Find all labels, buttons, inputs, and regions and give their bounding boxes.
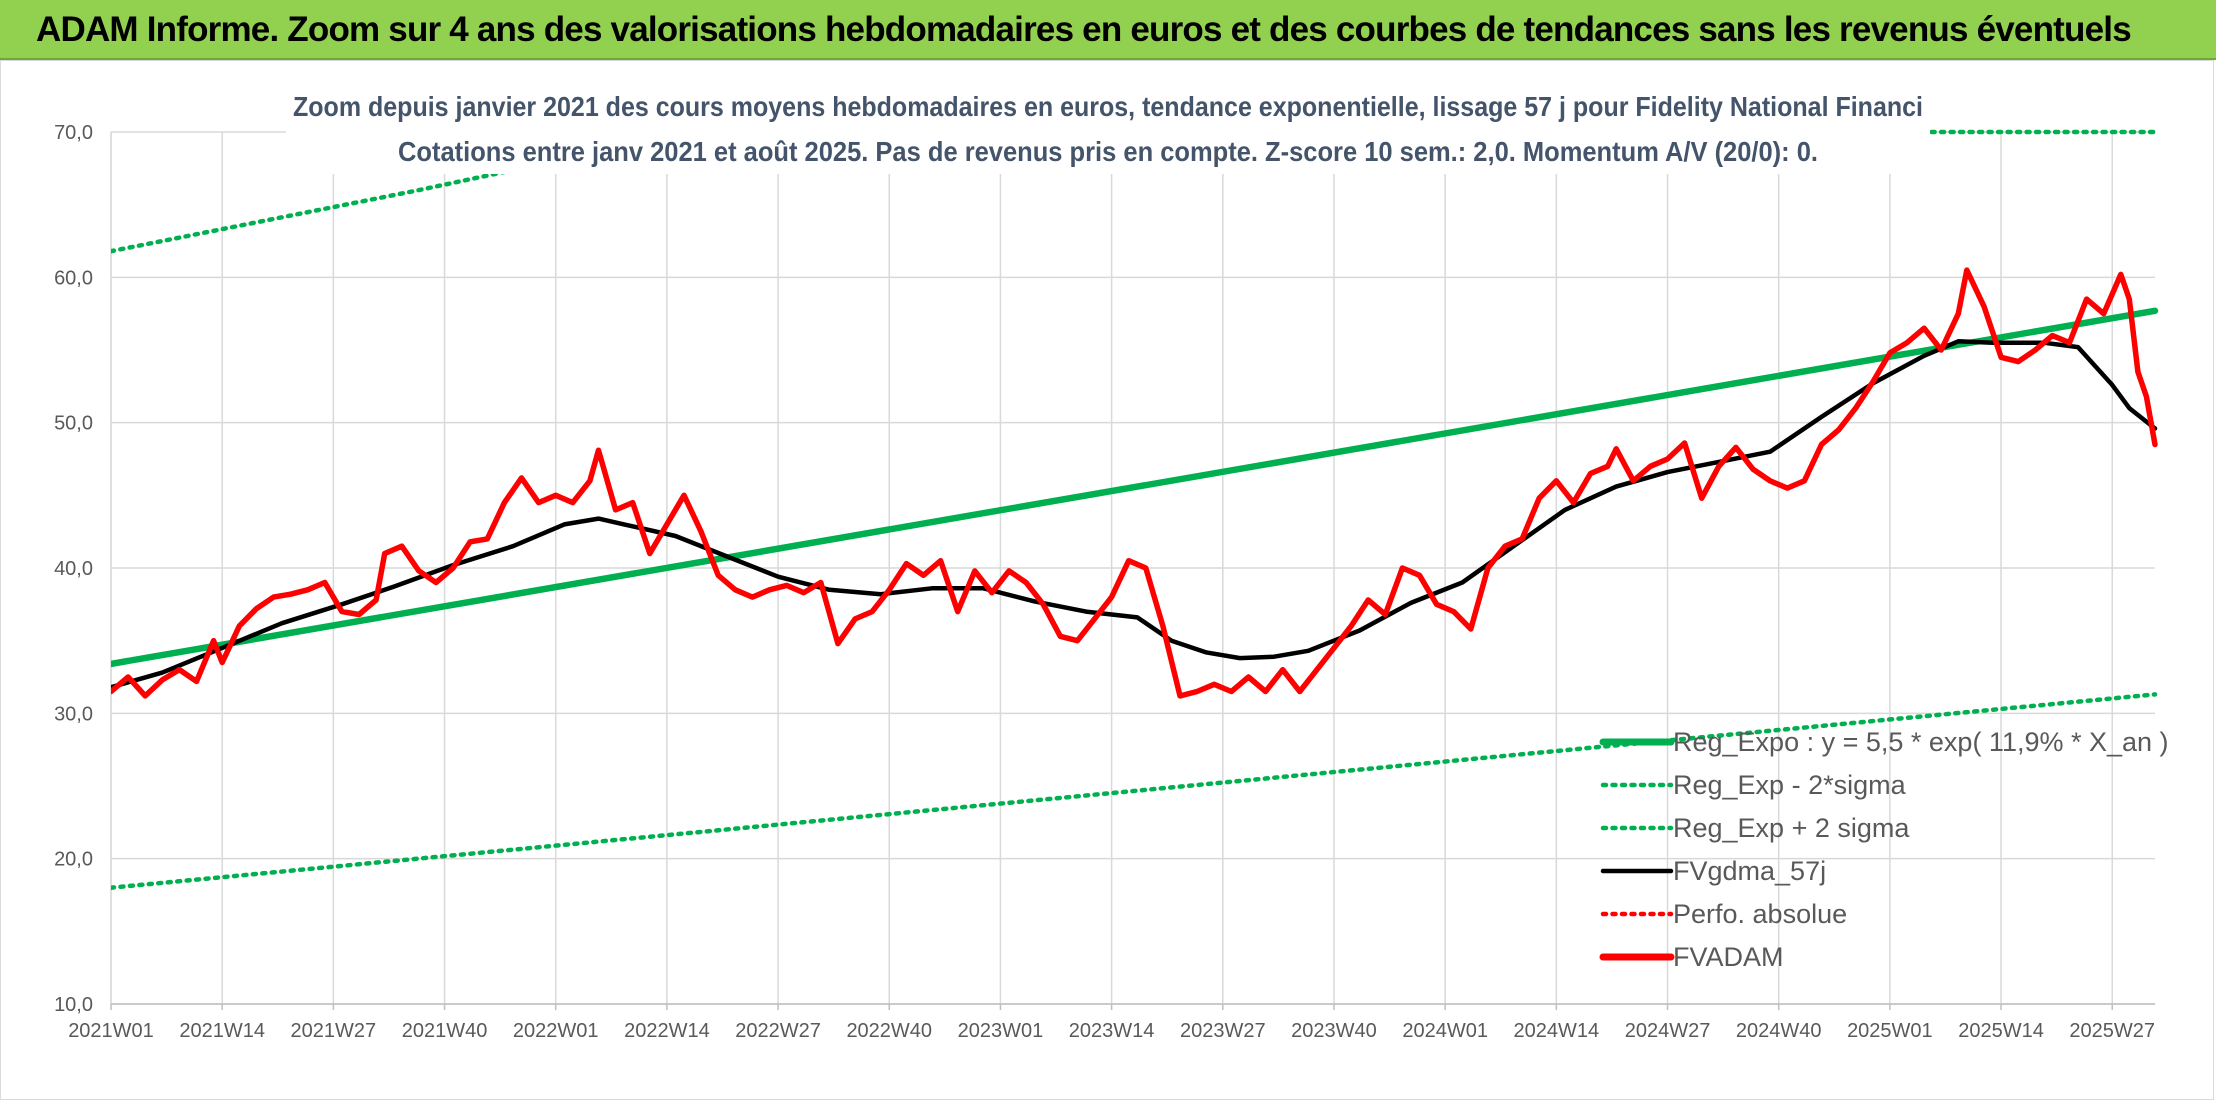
y-tick-label: 20,0: [54, 849, 93, 871]
y-tick-label: 10,0: [54, 994, 93, 1016]
legend-label-reg-exp-2-sigma: Reg_Exp - 2*sigma: [1673, 770, 1907, 800]
x-tick-label: 2022W27: [735, 1020, 821, 1042]
x-tick-label: 2023W01: [958, 1020, 1044, 1042]
x-tick-label: 2024W40: [1736, 1020, 1822, 1042]
x-tick-label: 2023W14: [1069, 1020, 1155, 1042]
series-line-reg-exp-2-sigma: [111, 128, 2158, 254]
axis-layer: 10,0 20,0 30,0 40,0 50,0 60,0 70,0 2021W01 2021W…: [54, 122, 2155, 1042]
legend-label-reg-expo-y-5-5-exp-11-9-x-an: Reg_Expo : y = 5,5 * exp( 11,9% * X_an ): [1673, 727, 2169, 757]
series-line-fvadam: [111, 267, 2158, 699]
y-tick-label: 50,0: [54, 413, 93, 435]
x-tick-label: 2024W14: [1514, 1020, 1600, 1042]
report-title: ADAM Informe. Zoom sur 4 ans des valoris…: [36, 10, 2132, 49]
x-tick-label: 2024W27: [1625, 1020, 1711, 1042]
title-background: [286, 124, 1930, 174]
chart-frame: [0, 60, 2214, 1100]
x-tick-label: 2021W27: [291, 1020, 377, 1042]
x-tick-label: 2025W01: [1847, 1020, 1933, 1042]
legend: Reg_Expo : y = 5,5 * exp( 11,9% * X_an )…: [1599, 727, 2169, 972]
legend-label-fvadam: FVADAM: [1673, 942, 1784, 972]
header-bar: ADAM Informe. Zoom sur 4 ans des valoris…: [0, 0, 2216, 60]
x-tick-label: 2022W14: [624, 1020, 710, 1042]
chart-title: Zoom depuis janvier 2021 des cours moyen…: [293, 91, 1923, 122]
x-tick-label: 2022W01: [513, 1020, 599, 1042]
legend-label-perfo-absolue: Perfo. absolue: [1673, 899, 1847, 929]
series-line-reg-exp-2-sigma: [111, 692, 2158, 890]
x-tick-label: 2021W01: [68, 1020, 154, 1042]
x-tick-label: 2022W40: [846, 1020, 932, 1042]
chart-subtitle: Cotations entre janv 2021 et août 2025. …: [398, 136, 1818, 167]
y-tick-label: 40,0: [54, 558, 93, 580]
title-background-top: [410, 80, 2006, 126]
y-tick-label: 70,0: [54, 122, 93, 144]
x-tick-label: 2023W27: [1180, 1020, 1266, 1042]
y-tick-label: 30,0: [54, 703, 93, 725]
y-tick-label: 60,0: [54, 267, 93, 289]
series-line-reg-expo-y-5-5-exp-11-9-x-an: [111, 307, 2159, 668]
chart-titles: Zoom depuis janvier 2021 des cours moyen…: [286, 80, 2006, 174]
legend-label-reg-exp-2-sigma: Reg_Exp + 2 sigma: [1673, 813, 1910, 843]
x-tick-label: 2024W01: [1402, 1020, 1488, 1042]
legend-label-fvgdma-57j: FVgdma_57j: [1673, 856, 1826, 886]
x-tick-label: 2025W14: [1958, 1020, 2044, 1042]
x-tick-label: 2023W40: [1291, 1020, 1377, 1042]
series-layer: [111, 128, 2159, 890]
x-tick-label: 2021W14: [179, 1020, 265, 1042]
x-tick-label: 2025W27: [2069, 1020, 2155, 1042]
series-line-fvgdma-57j: [111, 339, 2158, 690]
x-tick-label: 2021W40: [402, 1020, 488, 1042]
